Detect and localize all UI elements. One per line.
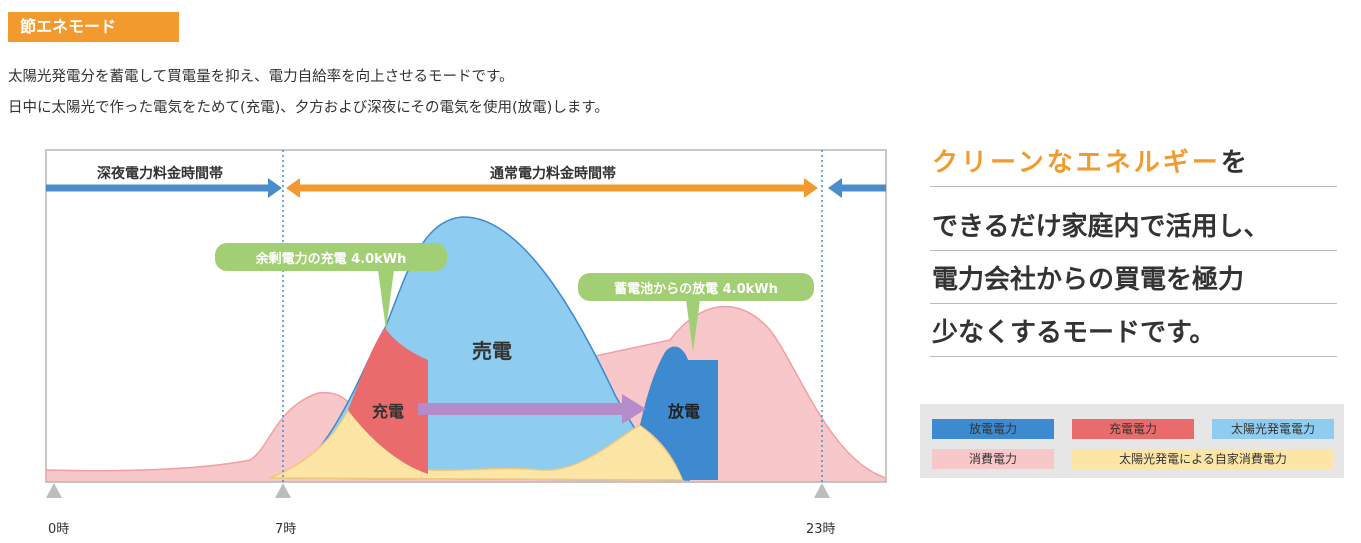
discharge-label: 放電 bbox=[667, 402, 700, 421]
charge-area bbox=[348, 328, 428, 474]
tagline-line-1: クリーンなエネルギーを bbox=[930, 140, 1337, 187]
mode-title-badge: 節エネモード bbox=[8, 12, 179, 42]
legend-discharge: 放電電力 bbox=[932, 419, 1054, 439]
tagline-line-2: できるだけ家庭内で活用し、 bbox=[930, 204, 1337, 251]
discharge-area bbox=[640, 346, 718, 480]
sell-label: 売電 bbox=[472, 339, 512, 363]
self-consumption-area bbox=[269, 408, 685, 481]
night-zone-arrow-right bbox=[828, 178, 886, 198]
night-zone-label: 深夜電力料金時間帯 bbox=[97, 165, 223, 182]
charge-callout: 余剰電力の充電 4.0kWh bbox=[215, 243, 447, 330]
tagline-highlight: クリーンなエネルギー bbox=[932, 148, 1221, 178]
description-line-1: 太陽光発電分を蓄電して買電量を抑え、電力自給率を向上させるモードです。 bbox=[8, 69, 514, 85]
time-label-7: 7時 bbox=[275, 522, 296, 537]
night-zone-arrow bbox=[46, 178, 282, 198]
time-label-23: 23時 bbox=[806, 522, 836, 537]
power-flow-diagram: 深夜電力料金時間帯 通常電力料金時間帯 売電 充電 放電 余剰電力の充電 4.0… bbox=[45, 149, 887, 537]
time-marker-23-icon bbox=[814, 483, 830, 498]
time-marker-7-icon bbox=[275, 483, 291, 498]
legend-consumption: 消費電力 bbox=[932, 449, 1054, 469]
charge-label: 充電 bbox=[372, 402, 404, 421]
legend-charge: 充電電力 bbox=[1072, 419, 1194, 439]
charge-to-discharge-arrow bbox=[418, 394, 646, 424]
charge-callout-text: 余剰電力の充電 4.0kWh bbox=[255, 251, 407, 267]
tagline-line-4: 少なくするモードです。 bbox=[930, 310, 1337, 357]
legend: 放電電力 充電電力 太陽光発電電力 消費電力 太陽光発電による自家消費電力 bbox=[920, 404, 1344, 478]
description-line-2: 日中に太陽光で作った電気をためて(充電)、夕方および深夜にその電気を使用(放電)… bbox=[8, 100, 609, 116]
discharge-callout: 蓄電池からの放電 4.0kWh bbox=[578, 273, 814, 352]
legend-solar: 太陽光発電電力 bbox=[1212, 419, 1334, 439]
discharge-callout-text: 蓄電池からの放電 4.0kWh bbox=[614, 281, 778, 297]
legend-self-consumption: 太陽光発電による自家消費電力 bbox=[1072, 449, 1334, 469]
tagline-line-3: 電力会社からの買電を極力 bbox=[930, 257, 1337, 304]
day-zone-arrow bbox=[286, 178, 818, 198]
time-label-0: 0時 bbox=[48, 522, 69, 537]
time-marker-0-icon bbox=[46, 483, 62, 498]
day-zone-label: 通常電力料金時間帯 bbox=[490, 165, 616, 182]
tagline-line-1-rest: を bbox=[1220, 148, 1247, 178]
